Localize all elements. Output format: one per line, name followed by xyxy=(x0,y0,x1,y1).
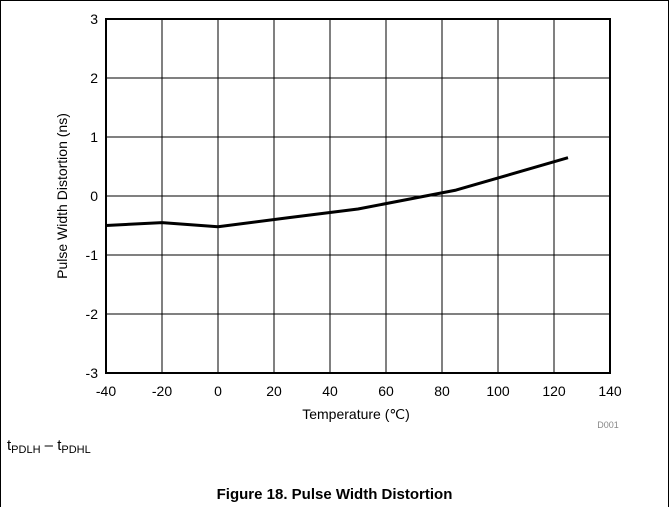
x-tick-label: 0 xyxy=(214,383,222,399)
figure-caption: Figure 18. Pulse Width Distortion xyxy=(216,486,453,503)
plot-border xyxy=(105,18,611,374)
y-tick-label: 3 xyxy=(90,11,98,27)
note-dash: – xyxy=(40,437,58,454)
x-tick-label: 40 xyxy=(322,383,338,399)
line-chart: -40 -20 0 20 40 60 80 100 120 140 3 2 1 0 -1 -2 -3 Tempe… xyxy=(54,11,622,430)
y-axis-label: Pulse Width Distortion (ns) xyxy=(54,113,70,279)
tick-labels: -40 -20 0 20 40 60 80 100 120 140 3 2 1 0 -1 -2 -3 xyxy=(86,11,622,399)
x-tick-label: -20 xyxy=(152,383,172,399)
x-tick-label: 80 xyxy=(434,383,450,399)
y-tick-label: -3 xyxy=(86,365,99,381)
y-tick-label: 2 xyxy=(90,70,98,86)
x-tick-label: 60 xyxy=(378,383,394,399)
note-t1: t xyxy=(7,437,12,454)
x-tick-label: 20 xyxy=(266,383,282,399)
x-tick-label: 140 xyxy=(598,383,622,399)
grid xyxy=(105,18,611,374)
x-axis-label: Temperature (℃) xyxy=(302,406,410,422)
formula-note: tPDLH – tPDHL xyxy=(7,437,91,456)
y-tick-label: -2 xyxy=(86,306,99,322)
figure-code: D001 xyxy=(597,420,619,430)
y-tick-label: -1 xyxy=(86,247,99,263)
note-sub2: PDHL xyxy=(61,444,91,456)
x-tick-label: 100 xyxy=(486,383,510,399)
series-layer xyxy=(105,156,569,229)
note-t2: t xyxy=(57,437,62,454)
x-tick-label: 120 xyxy=(542,383,566,399)
note-sub1: PDLH xyxy=(11,444,41,456)
series-line xyxy=(105,156,569,229)
y-tick-label: 0 xyxy=(90,188,98,204)
y-tick-label: 1 xyxy=(90,129,98,145)
x-tick-label: -40 xyxy=(96,383,116,399)
